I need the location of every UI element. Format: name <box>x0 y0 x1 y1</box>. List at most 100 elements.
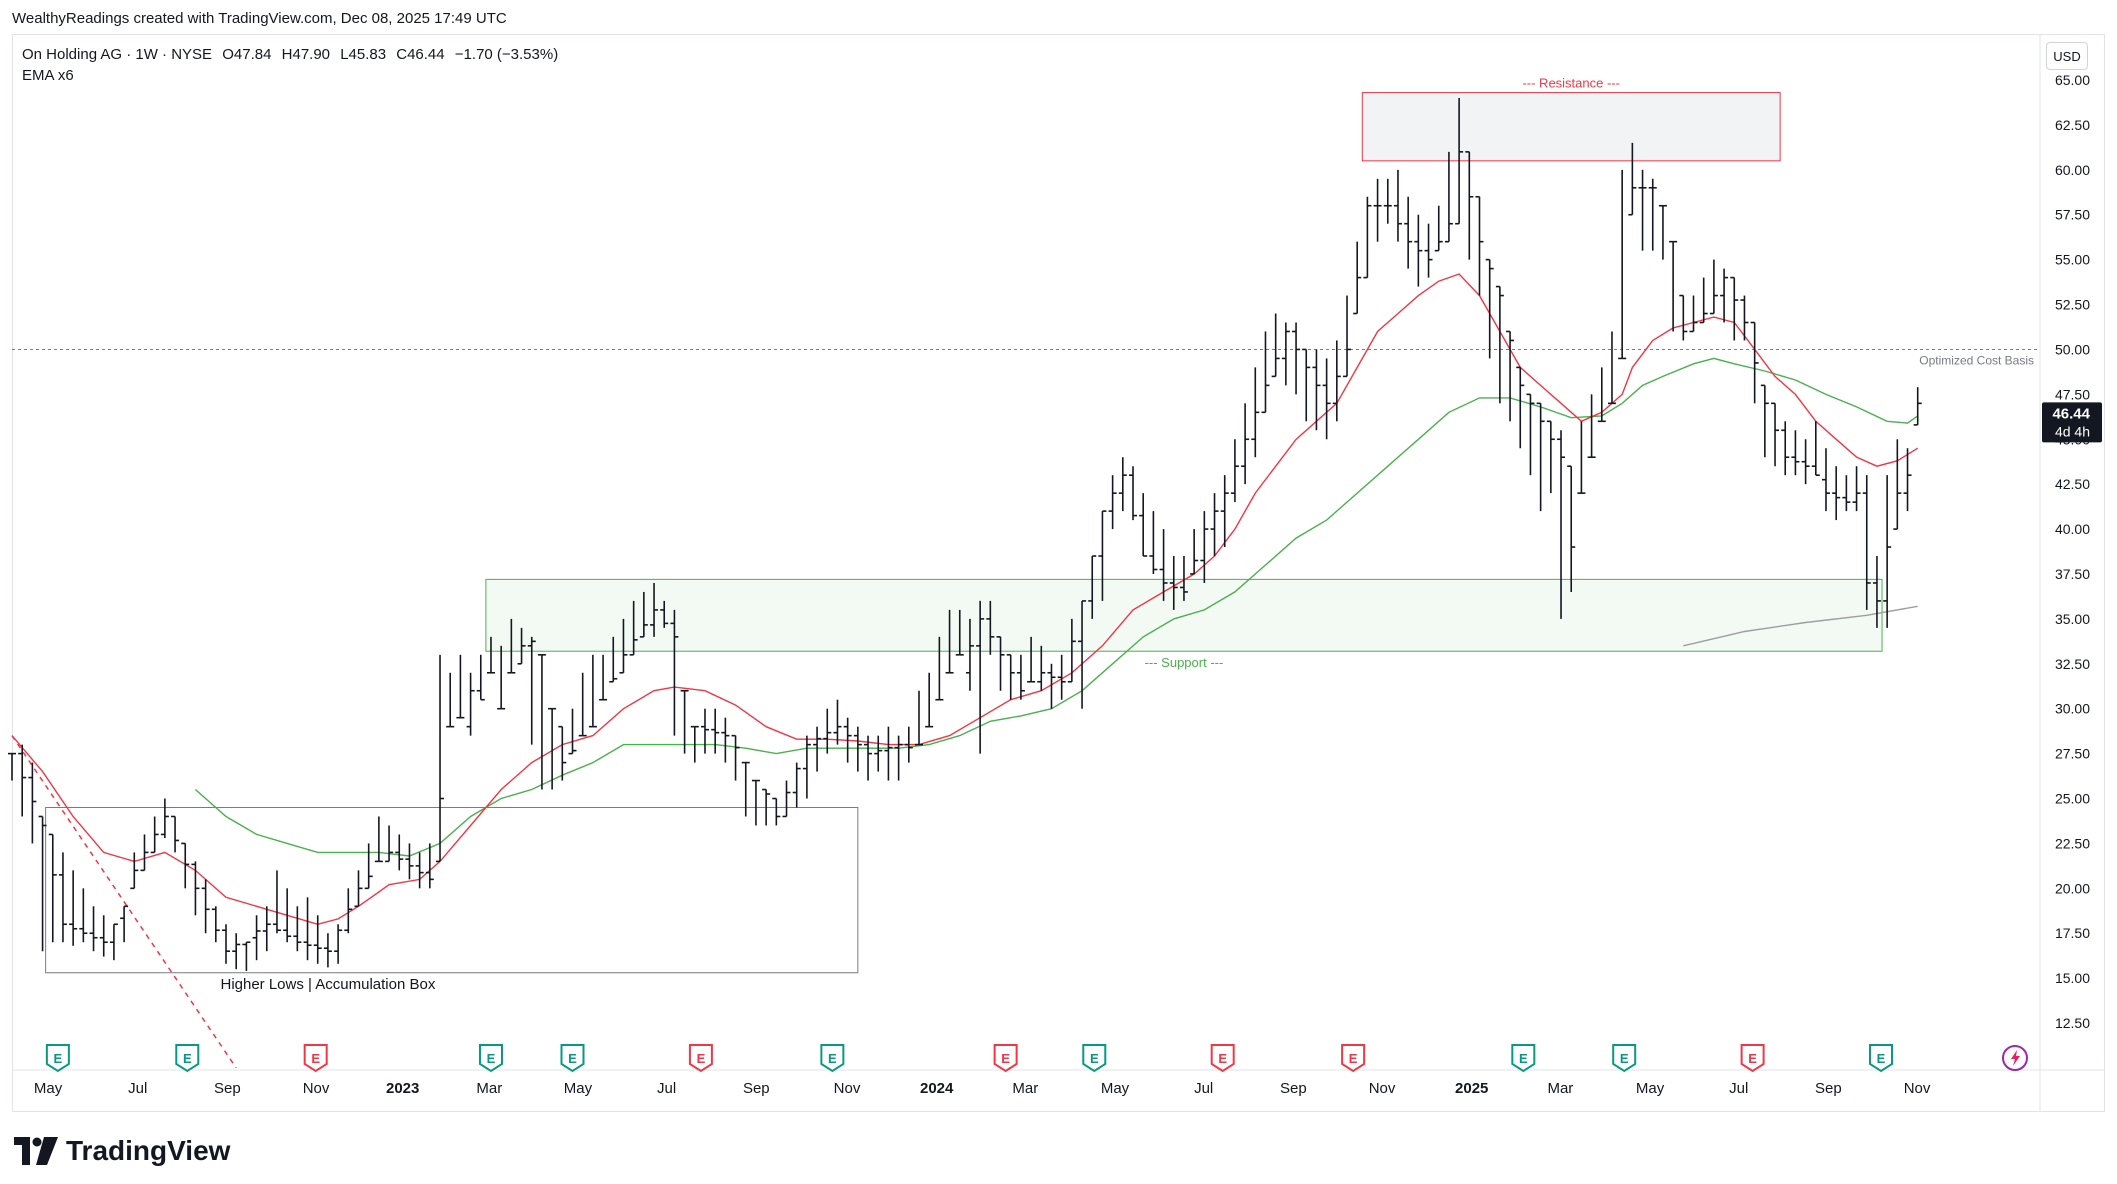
change-value: −1.70 (−3.53%) <box>454 46 559 63</box>
price-tick-label: 22.50 <box>2055 835 2090 851</box>
earnings-marker-label: E <box>183 1051 192 1066</box>
trendline-layer <box>11 735 237 1069</box>
price-tick-label: 55.00 <box>2055 252 2090 268</box>
earnings-marker-icon <box>1869 1044 1894 1073</box>
time-tick-label: May <box>1101 1080 1130 1097</box>
earnings-marker-label: E <box>1620 1051 1629 1066</box>
earnings-marker-label: E <box>54 1051 63 1066</box>
bar-countdown: 4d 4h <box>2055 423 2090 439</box>
cost-basis-label: Optimized Cost Basis <box>1919 353 2034 367</box>
lightning-icon <box>2011 1050 2020 1066</box>
earnings-marker-icon <box>1612 1044 1637 1073</box>
accumulation-zone <box>45 807 859 974</box>
attribution-text: WealthyReadings created with TradingView… <box>12 10 507 27</box>
earnings-marker-icon <box>1210 1044 1235 1073</box>
open-value: O47.84 <box>222 46 272 63</box>
earnings-marker-icon <box>820 1044 845 1073</box>
price-tick-label: 52.50 <box>2055 297 2090 313</box>
time-tick-label: 2024 <box>920 1080 954 1097</box>
resistance-zone <box>1361 92 1781 162</box>
high-value: H47.90 <box>281 46 331 63</box>
earnings-marker-icon <box>1341 1044 1366 1073</box>
time-tick-label: Mar <box>1012 1080 1038 1097</box>
ema-long-line <box>1683 605 1918 647</box>
chart-legend: On Holding AG · 1W · NYSE O47.84 H47.90 … <box>22 44 564 86</box>
ohlc-row: On Holding AG · 1W · NYSE O47.84 H47.90 … <box>22 44 564 65</box>
tradingview-logo-text: TradingView <box>66 1135 231 1166</box>
earnings-marker-label: E <box>1519 1051 1528 1066</box>
earnings-marker-label: E <box>568 1051 577 1066</box>
low-value: L45.83 <box>340 46 387 63</box>
downtrend-line <box>11 735 237 1069</box>
time-tick-label: Sep <box>743 1080 770 1097</box>
time-tick-label: Jul <box>657 1080 676 1097</box>
price-tick-label: 62.50 <box>2055 117 2090 133</box>
time-tick-label: Jul <box>1729 1080 1748 1097</box>
zones-layer: --- Resistance --- --- Support --- Higher … <box>45 76 1883 993</box>
earnings-marker-icon <box>478 1044 503 1073</box>
earnings-marker-label: E <box>828 1051 837 1066</box>
price-tick-label: 50.00 <box>2055 341 2090 357</box>
time-tick-label: Sep <box>1815 1080 1842 1097</box>
earnings-marker-label: E <box>697 1051 706 1066</box>
time-tick-label: Mar <box>1547 1080 1573 1097</box>
price-tick-label: 40.00 <box>2055 521 2090 537</box>
price-tick-label: 65.00 <box>2055 72 2090 88</box>
price-tick-label: 27.50 <box>2055 746 2090 762</box>
price-tick-label: 30.00 <box>2055 701 2090 717</box>
time-tick-label: Mar <box>476 1080 502 1097</box>
time-tick-label: Jul <box>128 1080 147 1097</box>
tradingview-logo[interactable]: TradingView <box>14 1135 230 1167</box>
price-tick-label: 20.00 <box>2055 880 2090 896</box>
time-tick-label: Nov <box>1369 1080 1396 1097</box>
earnings-marker-icon <box>175 1044 200 1073</box>
time-tick-label: May <box>1636 1080 1665 1097</box>
earnings-marker-icon <box>1511 1044 1536 1073</box>
time-tick-label: 2025 <box>1455 1080 1488 1097</box>
tradingview-logo-icon <box>14 1137 58 1165</box>
price-tick-label: 12.50 <box>2055 1015 2090 1031</box>
chart-frame <box>12 34 2105 1112</box>
time-tick-label: 2023 <box>386 1080 419 1097</box>
time-tick-label: Sep <box>1280 1080 1307 1097</box>
last-price-badge <box>2042 402 2102 443</box>
earnings-marker-label: E <box>1001 1051 1010 1066</box>
earnings-marker-label: E <box>1349 1051 1358 1066</box>
time-tick-label: Nov <box>1904 1080 1931 1097</box>
earnings-marker-icon <box>993 1044 1018 1073</box>
price-tick-label: 25.00 <box>2055 791 2090 807</box>
time-axis: May Jul Sep Nov 2023 Mar May Jul Sep Nov 2024 Mar Ma… <box>12 1069 2105 1097</box>
time-tick-label: Nov <box>303 1080 330 1097</box>
ema-slow-line <box>194 357 1919 857</box>
time-tick-label: Jul <box>1194 1080 1213 1097</box>
earnings-marker-label: E <box>1218 1051 1227 1066</box>
earnings-marker-label: E <box>1748 1051 1757 1066</box>
support-zone-label: --- Support --- <box>1145 655 1224 670</box>
price-tick-label: 17.50 <box>2055 925 2090 941</box>
indicator-label[interactable]: EMA x6 <box>22 67 74 84</box>
ema-layer <box>11 273 1919 926</box>
price-tick-label: 35.00 <box>2055 611 2090 627</box>
last-price-value: 46.44 <box>2052 405 2090 422</box>
earnings-marker-label: E <box>487 1051 496 1066</box>
time-tick-label: May <box>564 1080 593 1097</box>
earnings-marker-icon <box>1740 1044 1765 1073</box>
resistance-zone-label: --- Resistance --- <box>1522 76 1620 91</box>
earnings-marker-icon <box>45 1044 70 1073</box>
price-tick-label: 60.00 <box>2055 162 2090 178</box>
price-tick-label: 57.50 <box>2055 207 2090 223</box>
earnings-marker-label: E <box>311 1051 320 1066</box>
currency-button[interactable]: USD <box>2046 42 2088 70</box>
price-tick-label: 37.50 <box>2055 566 2090 582</box>
earnings-marker-label: E <box>1090 1051 1099 1066</box>
symbol-label[interactable]: On Holding AG · 1W · NYSE <box>22 46 213 63</box>
earnings-marker-label: E <box>1877 1051 1886 1066</box>
earnings-marker-icon <box>688 1044 713 1073</box>
ohlc-bars-layer <box>8 97 1922 971</box>
price-tick-label: 15.00 <box>2055 970 2090 986</box>
ema-fast-line <box>11 273 1919 926</box>
time-tick-label: May <box>34 1080 63 1097</box>
